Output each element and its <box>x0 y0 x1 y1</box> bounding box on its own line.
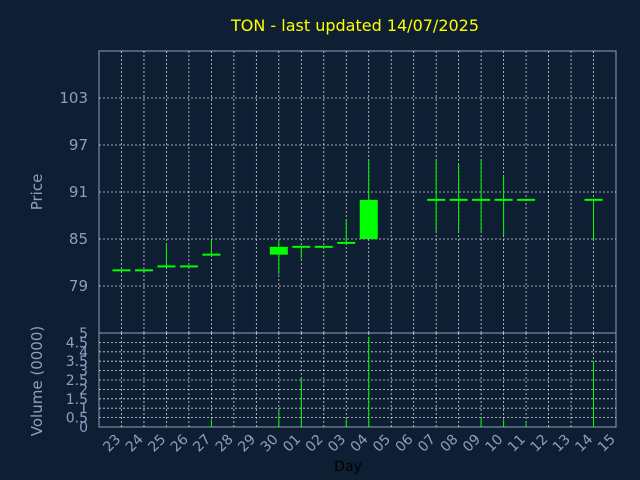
volume-tick-label: 2 <box>79 382 88 398</box>
x-tick-label: 06 <box>393 431 417 455</box>
volume-axis-label: Volume (0000) <box>28 326 46 436</box>
x-tick-label: 10 <box>483 432 507 456</box>
volume-tick-label: 4 <box>79 345 88 361</box>
x-tick-label: 07 <box>415 432 439 456</box>
x-axis-label: Day <box>334 459 362 475</box>
candle-body <box>584 198 603 201</box>
x-tick-label: 15 <box>595 432 619 456</box>
candle-body <box>472 198 491 201</box>
x-tick-label: 08 <box>438 432 462 456</box>
volume-axis: 00.511.522.533.544.55 <box>66 326 88 436</box>
x-tick-label: 04 <box>348 431 372 455</box>
price-axis: 79 85 91 97 103 <box>59 89 88 295</box>
x-tick-label: 03 <box>325 432 349 456</box>
volume-tick-label: 0 <box>79 420 88 436</box>
chart-title: TON - last updated 14/07/2025 <box>230 16 479 35</box>
candle-body <box>359 199 378 239</box>
price-tick-label: 91 <box>69 183 88 201</box>
grid-lines <box>99 51 616 427</box>
x-tick-label: 27 <box>190 432 214 456</box>
volume-tick-label: 3.5 <box>66 354 88 370</box>
x-tick-label: 23 <box>100 432 124 456</box>
candle-body <box>449 198 468 201</box>
volume-tick-label: 5 <box>79 326 88 342</box>
x-tick-label: 14 <box>572 431 596 455</box>
candles-series <box>112 160 603 275</box>
volume-tick-label: 0.5 <box>66 411 88 427</box>
volume-tick-label: 2.5 <box>66 373 88 389</box>
candle-body <box>269 246 288 255</box>
candle-body <box>112 269 131 272</box>
x-tick-label: 26 <box>168 431 192 455</box>
price-tick-label: 79 <box>69 277 88 295</box>
price-tick-label: 97 <box>69 136 88 154</box>
x-tick-label: 01 <box>280 432 304 456</box>
volume-bars <box>165 336 595 427</box>
candle-body <box>494 198 513 201</box>
x-tick-label: 12 <box>527 432 551 456</box>
candle-body <box>292 245 311 248</box>
candle-body <box>337 241 356 244</box>
x-tick-label: 05 <box>370 432 394 456</box>
x-tick-label: 09 <box>460 432 484 456</box>
candle-body <box>314 245 333 248</box>
volume-tick-label: 3 <box>79 364 88 380</box>
volume-tick-label: 4.5 <box>66 335 88 351</box>
price-tick-label: 103 <box>59 89 88 107</box>
x-tick-label: 02 <box>303 432 327 456</box>
candle-body <box>179 265 198 268</box>
x-tick-label: 13 <box>550 432 574 456</box>
candle-body <box>202 253 221 256</box>
x-tick-label: 30 <box>258 432 282 456</box>
candle-body <box>427 198 446 201</box>
volume-tick-label: 1.5 <box>66 392 88 408</box>
x-tick-label: 29 <box>235 432 259 456</box>
x-axis: 2324252627282930010203040506070809101112… <box>100 431 618 455</box>
price-tick-label: 85 <box>69 230 88 248</box>
volume-tick-label: 1 <box>79 401 88 417</box>
candle-body <box>134 269 153 272</box>
candle-body <box>517 198 536 201</box>
x-tick-label: 28 <box>213 432 237 456</box>
y-axis-label: Price <box>28 174 46 211</box>
x-tick-label: 11 <box>505 432 529 456</box>
x-tick-label: 25 <box>145 432 169 456</box>
x-tick-label: 24 <box>123 431 147 455</box>
candle-body <box>157 265 176 268</box>
